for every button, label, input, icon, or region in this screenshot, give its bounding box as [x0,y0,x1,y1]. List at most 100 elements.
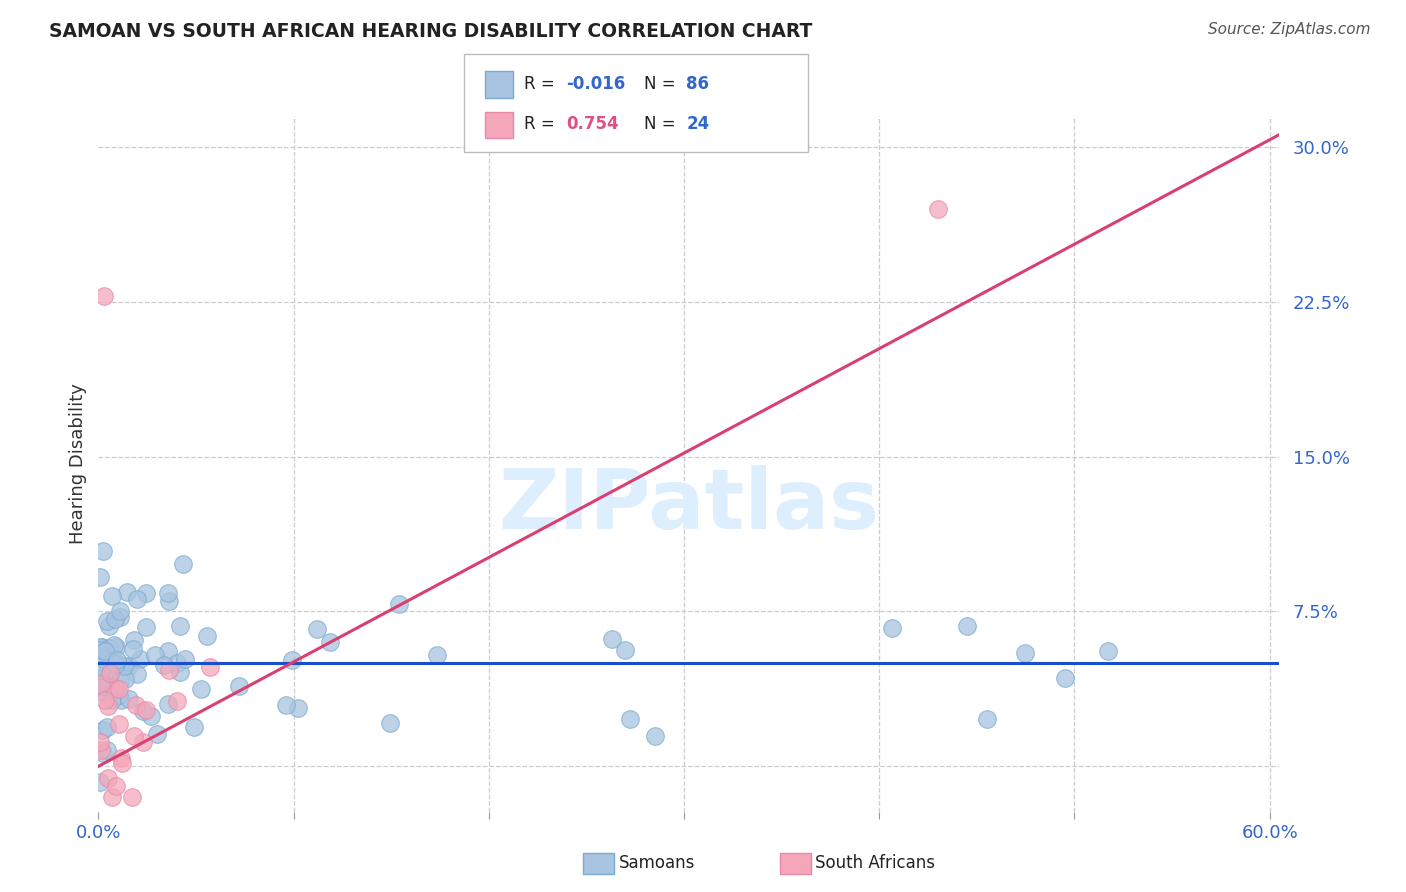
Point [118,691,141,706]
Point [129,652,152,666]
Point [100,589,122,603]
Point [166,656,188,670]
Point [166,694,188,708]
Point [121,790,143,805]
Text: N =: N = [644,75,681,93]
Point [169,619,191,633]
Point [281,653,304,667]
Text: 86: 86 [686,75,709,93]
Point [976,712,998,726]
Point [388,597,411,611]
Text: 24: 24 [686,115,710,133]
Point [97,771,120,785]
Point [124,632,146,647]
Point [118,659,141,673]
Point [127,666,149,681]
Point [108,604,131,618]
Text: Samoans: Samoans [619,855,695,872]
Point [112,659,135,673]
Point [111,756,134,771]
Point [90,675,112,690]
Point [108,688,131,702]
Point [228,679,250,693]
Point [156,698,179,712]
Point [125,592,148,607]
Point [305,622,328,636]
Point [153,657,176,672]
Point [90,743,112,757]
Point [89,671,111,685]
Text: -0.016: -0.016 [567,75,626,93]
Point [104,612,127,626]
Point [93,288,115,302]
Point [101,680,124,694]
Point [600,632,623,647]
Point [91,685,114,699]
Point [91,640,114,654]
Point [96,720,118,734]
Point [101,692,124,706]
Point [108,657,131,672]
Point [132,704,155,718]
Point [125,698,148,713]
Point [274,698,297,712]
Point [91,544,114,558]
Point [157,594,180,608]
Point [94,692,117,706]
Point [157,663,180,677]
Point [110,693,132,707]
Point [287,701,309,715]
Point [157,644,180,658]
Point [172,557,194,571]
Point [122,729,145,743]
Point [378,716,401,731]
Y-axis label: Hearing Disability: Hearing Disability [69,384,87,544]
Point [105,653,128,667]
Point [157,585,180,599]
Point [190,681,212,696]
Point [104,681,127,695]
Point [426,648,449,662]
Point [97,699,120,714]
Point [91,679,114,693]
Point [613,642,636,657]
Point [135,703,157,717]
Point [90,664,112,678]
Point [1097,644,1119,658]
Point [1014,646,1036,660]
Point [195,629,218,643]
Point [91,652,114,666]
Point [132,734,155,748]
Point [91,747,114,761]
Point [619,712,641,726]
Point [91,723,114,737]
Point [105,779,128,793]
Point [110,751,132,765]
Point [145,726,167,740]
Point [96,666,118,681]
Point [107,681,129,696]
Point [135,586,157,600]
Text: R =: R = [524,115,561,133]
Point [98,641,121,656]
Point [108,610,131,624]
Point [882,621,904,635]
Text: 0.754: 0.754 [567,115,619,133]
Point [107,717,129,731]
Point [319,634,342,648]
Point [98,619,121,633]
Point [89,775,111,789]
Text: ZIPatlas: ZIPatlas [499,465,879,546]
Point [135,620,157,634]
Point [143,648,166,662]
Point [122,642,145,657]
Point [93,670,115,684]
Point [183,720,205,734]
Point [1053,671,1076,685]
Point [93,651,115,665]
Point [98,666,121,681]
Point [956,619,979,633]
Point [96,680,118,694]
Point [90,677,112,691]
Point [927,202,949,216]
